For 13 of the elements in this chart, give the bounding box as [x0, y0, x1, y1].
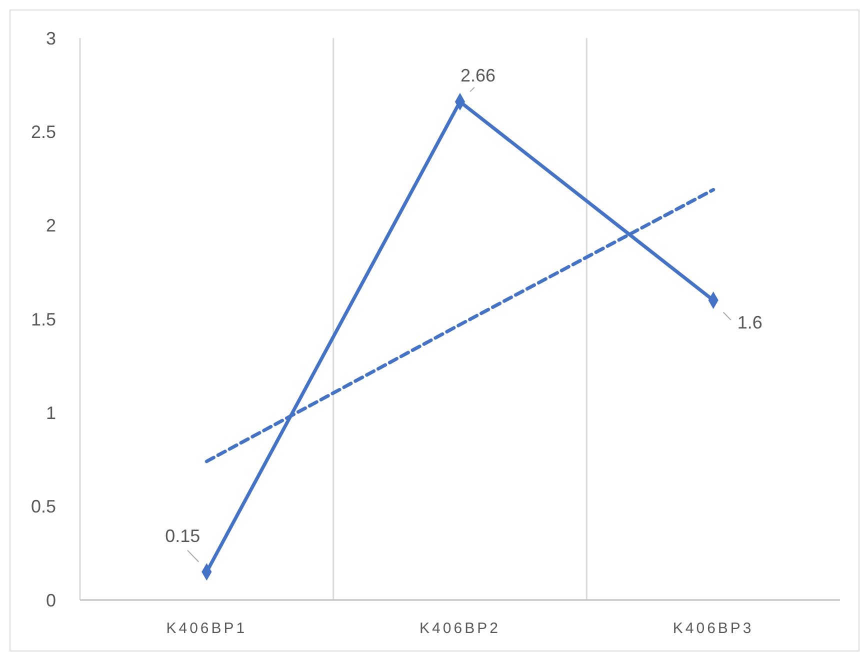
data-label: 0.15 — [165, 526, 200, 546]
y-tick-label: 2.5 — [30, 122, 56, 142]
y-tick-label: 0 — [46, 590, 56, 610]
x-tick-label: K406BP3 — [672, 620, 754, 637]
y-tick-label: 1 — [46, 402, 56, 423]
y-tick-label: 3 — [46, 28, 56, 48]
y-tick-label: 0.5 — [30, 496, 56, 517]
data-label: 2.66 — [460, 66, 496, 86]
y-tick-label: 2 — [46, 216, 56, 236]
x-tick-label: K406BP1 — [166, 620, 248, 637]
data-label: 1.6 — [737, 312, 762, 332]
y-tick-label: 1.5 — [30, 309, 56, 330]
x-tick-label: K406BP2 — [420, 620, 500, 637]
